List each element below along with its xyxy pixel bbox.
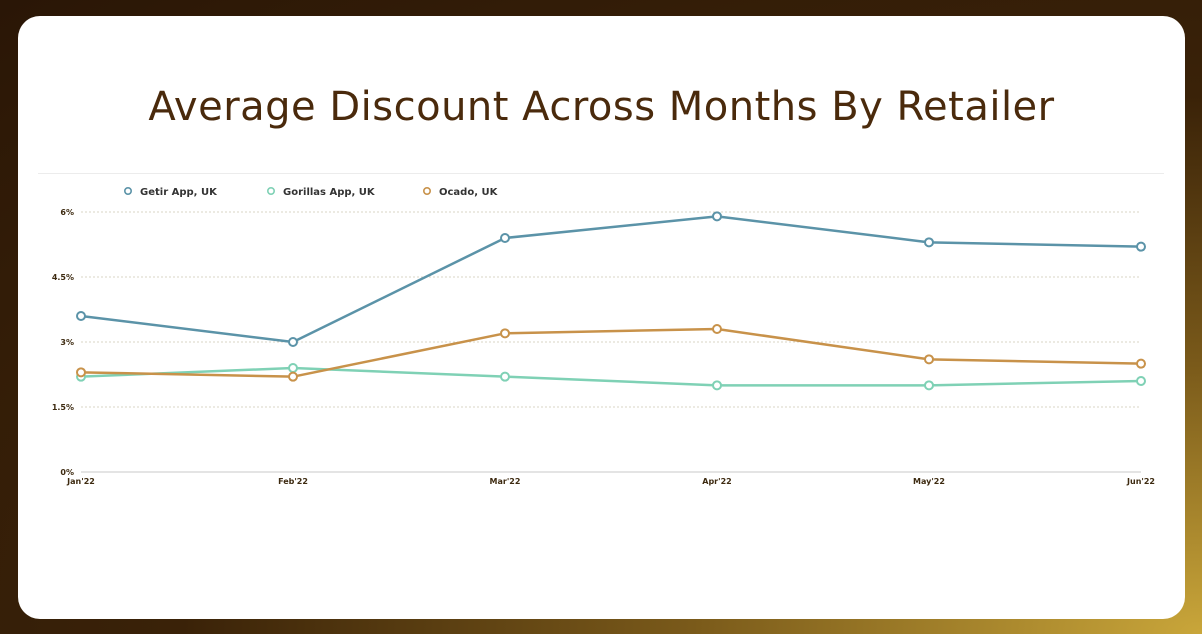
data-point[interactable] bbox=[1136, 358, 1146, 369]
data-point[interactable] bbox=[500, 328, 510, 339]
legend: Getir App, UK Gorillas App, UK Ocado, UK bbox=[124, 187, 499, 198]
data-point[interactable] bbox=[924, 354, 934, 365]
x-tick-label: Jan'22 bbox=[66, 477, 95, 486]
chart-title: Average Discount Across Months By Retail… bbox=[148, 84, 1055, 130]
legend-item[interactable]: Ocado, UK bbox=[422, 187, 499, 198]
x-tick-label: Jun'22 bbox=[1126, 477, 1155, 486]
series-2 bbox=[76, 324, 1146, 382]
data-point[interactable] bbox=[500, 233, 510, 243]
y-tick-label: 0% bbox=[60, 468, 74, 477]
x-tick-label: Feb'22 bbox=[278, 477, 308, 486]
legend-marker-icon bbox=[124, 187, 133, 196]
series-line bbox=[80, 327, 1142, 378]
y-tick-label: 4.5% bbox=[52, 273, 74, 282]
data-point[interactable] bbox=[1136, 376, 1146, 386]
data-point[interactable] bbox=[1136, 241, 1146, 252]
grid bbox=[81, 211, 1141, 408]
series-line bbox=[80, 366, 1142, 387]
legend-item[interactable]: Gorillas App, UK bbox=[266, 187, 376, 198]
data-point[interactable] bbox=[924, 380, 934, 391]
axes: 0% 1.5% 3% 4.5% 6% Jan'22 Feb'22 Mar'22 Apr'22 Ma… bbox=[52, 208, 1155, 486]
legend-label: Ocado, UK bbox=[439, 187, 499, 198]
y-tick-label: 6% bbox=[60, 208, 74, 217]
legend-marker-icon bbox=[266, 187, 275, 196]
data-point[interactable] bbox=[76, 367, 86, 378]
series bbox=[76, 211, 1146, 391]
divider bbox=[38, 173, 1164, 174]
x-tick-label: May'22 bbox=[913, 477, 945, 486]
y-tick-label: 3% bbox=[60, 338, 74, 347]
data-point[interactable] bbox=[76, 311, 86, 321]
chart-card: Average Discount Across Months By Retail… bbox=[18, 16, 1185, 619]
data-point[interactable] bbox=[712, 324, 722, 334]
series-0 bbox=[76, 211, 1146, 347]
legend-label: Getir App, UK bbox=[140, 187, 218, 198]
data-point[interactable] bbox=[288, 371, 298, 382]
data-point[interactable] bbox=[712, 211, 722, 222]
legend-label: Gorillas App, UK bbox=[283, 187, 376, 198]
data-point[interactable] bbox=[924, 237, 934, 248]
y-tick-label: 1.5% bbox=[52, 403, 74, 412]
legend-marker-icon bbox=[422, 187, 431, 196]
data-point[interactable] bbox=[288, 337, 298, 347]
series-line bbox=[80, 215, 1142, 344]
data-point[interactable] bbox=[288, 363, 298, 373]
data-point[interactable] bbox=[500, 371, 510, 382]
data-point[interactable] bbox=[712, 380, 722, 391]
legend-item[interactable]: Getir App, UK bbox=[124, 187, 218, 198]
x-tick-label: Mar'22 bbox=[490, 477, 521, 486]
x-tick-label: Apr'22 bbox=[702, 477, 731, 486]
